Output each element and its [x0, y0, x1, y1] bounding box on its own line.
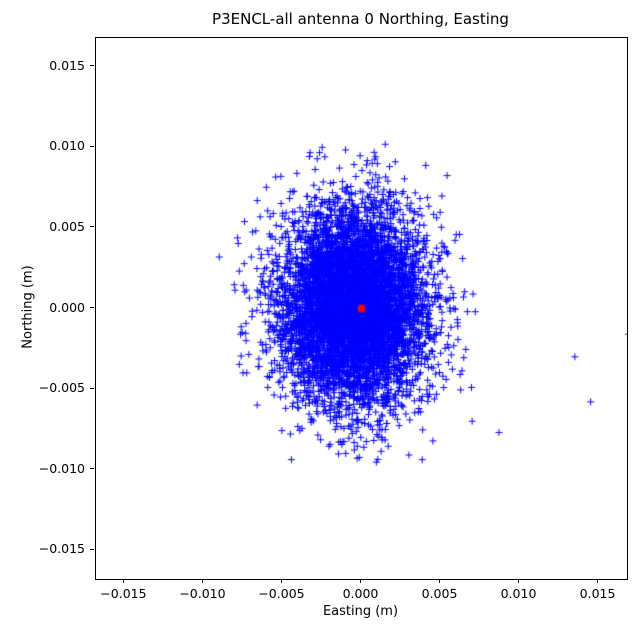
x-tick-label: 0.005 — [421, 586, 458, 601]
x-tick-label: −0.015 — [100, 586, 147, 601]
x-tick-mark — [439, 579, 441, 583]
y-tick-label: 0.010 — [49, 138, 85, 154]
y-tick-label: 0.015 — [49, 57, 85, 73]
y-tick-label: −0.010 — [38, 460, 85, 476]
scatter-points-canvas — [96, 38, 627, 579]
x-tick-label: 0.000 — [342, 586, 379, 601]
y-tick-label: 0.000 — [49, 299, 85, 315]
x-tick-label: −0.010 — [179, 586, 226, 601]
x-tick-mark — [122, 579, 124, 583]
plot-area — [95, 37, 628, 580]
y-tick-mark — [90, 387, 94, 389]
y-tick-mark — [90, 145, 94, 147]
x-tick-mark — [597, 579, 599, 583]
x-axis-label: Easting (m) — [322, 604, 399, 619]
y-tick-label: 0.005 — [49, 218, 85, 234]
x-tick-label: 0.015 — [579, 586, 616, 601]
y-tick-mark — [90, 226, 94, 228]
x-tick-mark — [280, 579, 282, 583]
x-tick-mark — [518, 579, 520, 583]
x-tick-mark — [201, 579, 203, 583]
x-tick-label: 0.010 — [500, 586, 537, 601]
y-tick-label: −0.015 — [38, 541, 85, 557]
y-tick-mark — [90, 548, 94, 550]
y-tick-mark — [90, 65, 94, 67]
x-tick-mark — [360, 579, 361, 583]
chart-title: P3ENCL-all antenna 0 Northing, Easting — [212, 10, 509, 28]
x-tick-label: −0.005 — [258, 586, 305, 601]
y-tick-mark — [90, 307, 94, 308]
y-tick-label: −0.005 — [38, 380, 85, 395]
y-tick-mark — [90, 468, 94, 469]
